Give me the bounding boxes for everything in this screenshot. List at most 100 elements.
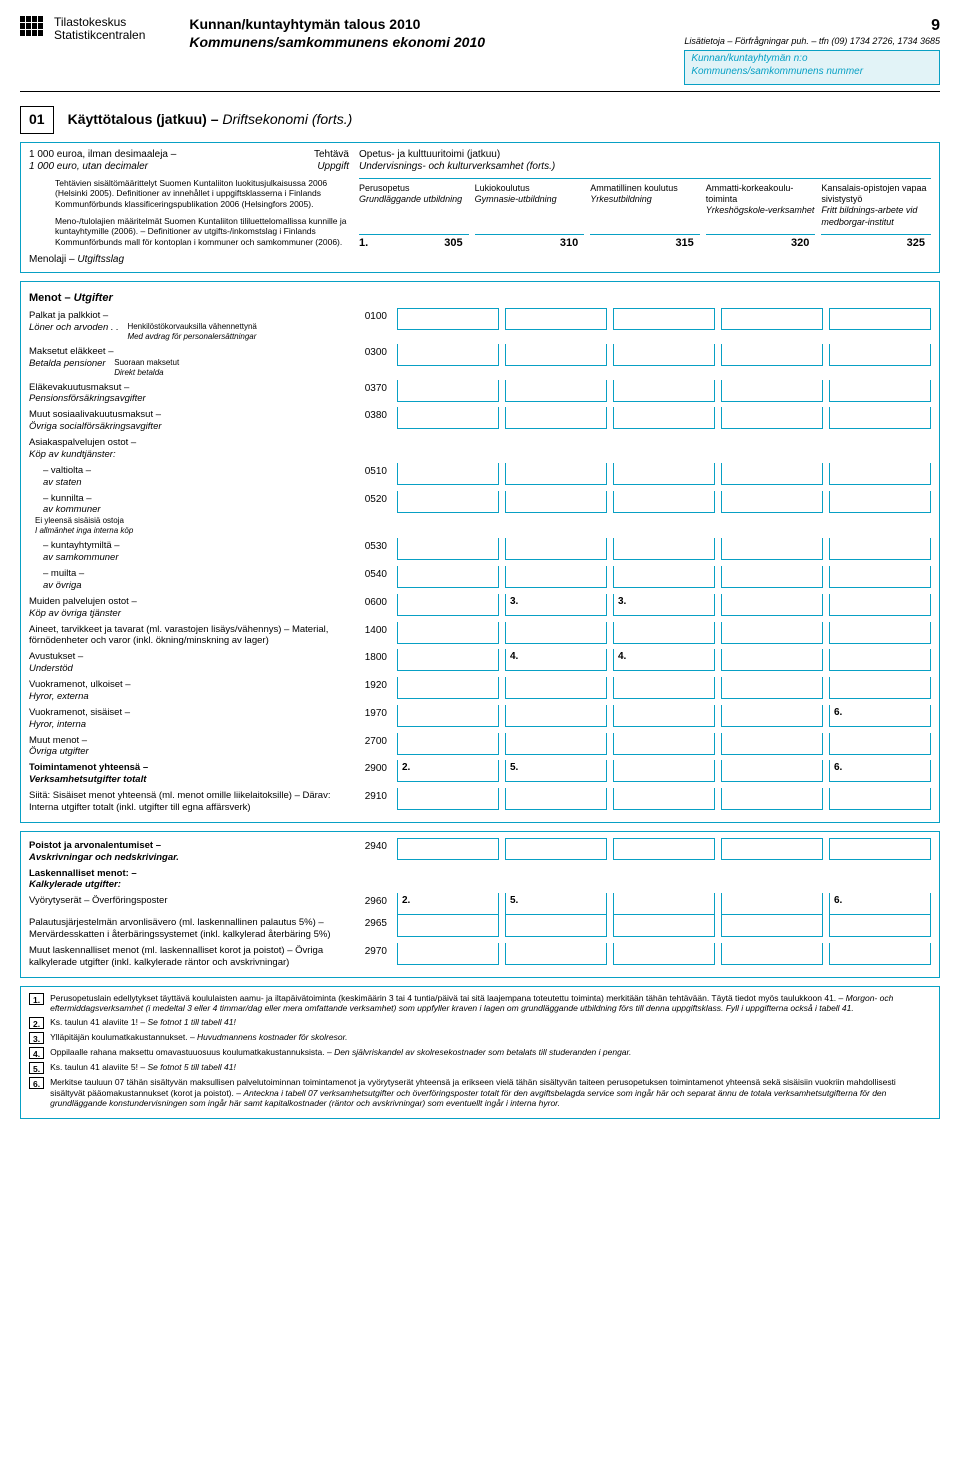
input-cell[interactable] [397,491,499,513]
input-cell[interactable] [829,594,931,616]
input-cell[interactable] [721,915,823,937]
input-cell[interactable] [721,788,823,810]
input-cell[interactable] [613,733,715,755]
input-cell[interactable] [505,838,607,860]
input-cell[interactable] [829,943,931,965]
input-cell[interactable] [829,308,931,330]
input-cell[interactable] [721,344,823,366]
input-cell[interactable] [505,915,607,937]
input-cell[interactable] [613,788,715,810]
input-cell[interactable] [397,463,499,485]
input-cell[interactable] [721,677,823,699]
input-cell[interactable] [613,677,715,699]
input-cell[interactable] [829,491,931,513]
input-cell[interactable]: 2. [397,760,499,782]
input-cell[interactable] [397,538,499,560]
input-cell[interactable] [505,788,607,810]
input-cell[interactable] [613,915,715,937]
input-cell[interactable] [397,344,499,366]
input-cell[interactable] [829,538,931,560]
input-cell[interactable] [613,407,715,429]
input-cell[interactable] [613,308,715,330]
input-cell[interactable] [829,649,931,671]
input-cell[interactable] [397,594,499,616]
input-cell[interactable]: 4. [613,649,715,671]
input-cell[interactable] [721,705,823,727]
input-cell[interactable] [397,622,499,644]
input-cell[interactable] [721,566,823,588]
input-cell[interactable] [829,380,931,402]
input-cell[interactable] [721,308,823,330]
input-cell[interactable] [613,943,715,965]
input-cell[interactable] [613,344,715,366]
input-cell[interactable] [613,622,715,644]
input-cell[interactable] [505,463,607,485]
input-cell[interactable] [721,491,823,513]
input-cell[interactable]: 6. [829,760,931,782]
input-cell[interactable]: 3. [613,594,715,616]
input-cell[interactable] [505,308,607,330]
input-cell[interactable] [721,893,823,915]
input-cell[interactable]: 3. [505,594,607,616]
input-cell[interactable] [721,622,823,644]
municipality-number-box[interactable]: Kunnan/kuntayhtymän n:o Kommunens/samkom… [684,50,940,85]
input-cell[interactable] [721,538,823,560]
input-cell[interactable] [613,893,715,915]
input-cell[interactable]: 5. [505,893,607,915]
input-cell[interactable] [613,463,715,485]
input-cell[interactable] [721,380,823,402]
input-cell[interactable] [613,705,715,727]
input-cell[interactable] [397,407,499,429]
input-cell[interactable] [505,380,607,402]
input-cell[interactable] [613,566,715,588]
input-cell[interactable] [829,788,931,810]
input-cell[interactable] [505,733,607,755]
input-cell[interactable] [397,838,499,860]
input-cell[interactable]: 6. [829,893,931,915]
input-cell[interactable] [505,407,607,429]
input-cell[interactable] [505,622,607,644]
input-cell[interactable] [397,915,499,937]
input-cell[interactable] [505,491,607,513]
input-cell[interactable]: 5. [505,760,607,782]
input-cell[interactable] [829,915,931,937]
input-cell[interactable] [829,677,931,699]
input-cell[interactable] [721,463,823,485]
input-cell[interactable] [397,677,499,699]
input-cell[interactable] [613,760,715,782]
input-cell[interactable] [829,566,931,588]
input-cell[interactable] [397,566,499,588]
input-cell[interactable] [829,622,931,644]
input-cell[interactable] [613,491,715,513]
input-cell[interactable] [829,463,931,485]
input-cell[interactable] [505,566,607,588]
input-cell[interactable] [721,760,823,782]
input-cell[interactable] [397,649,499,671]
input-cell[interactable] [829,344,931,366]
input-cell[interactable] [397,380,499,402]
input-cell[interactable] [721,649,823,671]
input-cell[interactable]: 2. [397,893,499,915]
input-cell[interactable] [505,705,607,727]
input-cell[interactable] [397,788,499,810]
input-cell[interactable] [397,308,499,330]
input-cell[interactable]: 6. [829,705,931,727]
input-cell[interactable] [721,594,823,616]
input-cell[interactable] [505,538,607,560]
input-cell[interactable] [397,705,499,727]
input-cell[interactable] [613,838,715,860]
input-cell[interactable] [721,943,823,965]
input-cell[interactable] [505,344,607,366]
input-cell[interactable] [505,943,607,965]
input-cell[interactable] [397,943,499,965]
input-cell[interactable] [505,677,607,699]
input-cell[interactable] [721,838,823,860]
input-cell[interactable] [613,538,715,560]
input-cell[interactable] [721,733,823,755]
input-cell[interactable] [829,733,931,755]
input-cell[interactable] [721,407,823,429]
input-cell[interactable] [829,407,931,429]
input-cell[interactable] [829,838,931,860]
input-cell[interactable] [613,380,715,402]
input-cell[interactable] [397,733,499,755]
